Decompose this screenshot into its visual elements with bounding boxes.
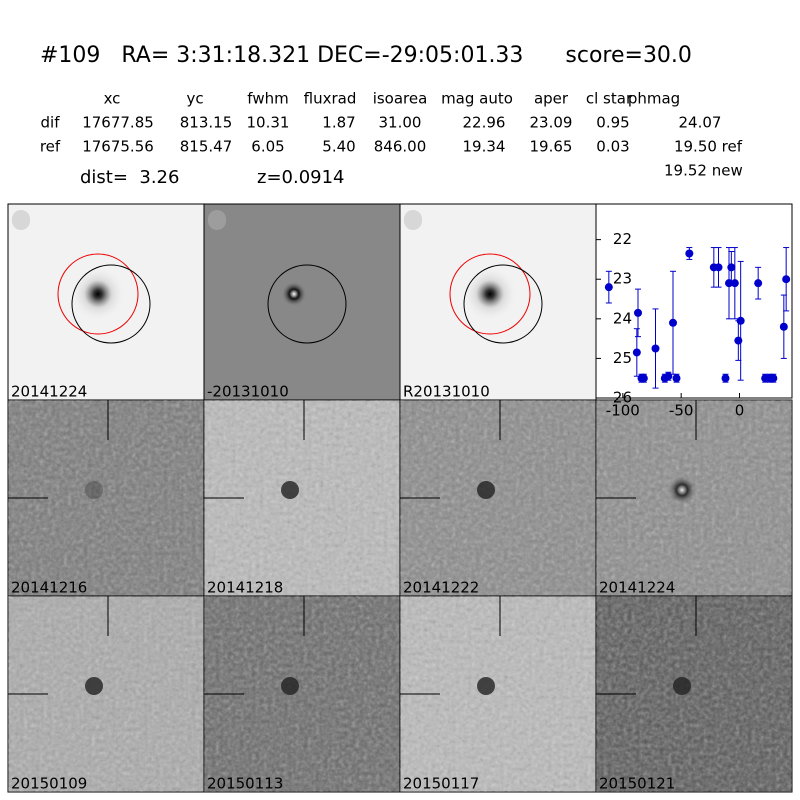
- data-point: [779, 322, 788, 331]
- data-point: [754, 279, 763, 288]
- table-cell: 813.15: [180, 114, 233, 132]
- panel-label: -20131010: [207, 383, 289, 401]
- panel-label: 20141216: [11, 579, 87, 597]
- column-header: fluxrad: [304, 90, 357, 108]
- new-mag: 19.52 new: [664, 162, 743, 180]
- source: [281, 677, 299, 695]
- y-tick-label: 22: [613, 230, 632, 248]
- data-point: [604, 283, 613, 292]
- table-cell: 815.47: [180, 138, 233, 156]
- y-tick-label: 24: [613, 309, 632, 327]
- corner-blob: [404, 210, 422, 230]
- data-point: [721, 374, 730, 383]
- y-tick-label: 25: [613, 349, 632, 367]
- x-tick-label: -100: [606, 402, 640, 420]
- data-point: [714, 263, 723, 272]
- table-cell: 22.96: [463, 114, 506, 132]
- table-cell: 24.07: [679, 114, 722, 132]
- panel-label: 20150109: [11, 775, 87, 793]
- data-point: [782, 275, 791, 284]
- data-point: [664, 372, 673, 381]
- source: [477, 677, 495, 695]
- redshift: z=0.0914: [257, 167, 345, 188]
- panel-label: 20150121: [599, 775, 675, 793]
- source: [462, 266, 518, 322]
- panel-label: 20150113: [207, 775, 283, 793]
- table-cell: 19.65: [530, 138, 573, 156]
- black-circle: [463, 264, 543, 344]
- corner-blob: [208, 210, 226, 230]
- table-cell: 19.50 ref: [674, 138, 743, 156]
- source: [282, 282, 306, 306]
- y-tick-label: 23: [613, 270, 632, 288]
- title: #109 RA= 3:31:18.321 DEC=-29:05:01.33 sc…: [40, 43, 692, 68]
- table-cell: 10.31: [247, 114, 290, 132]
- source: [477, 481, 495, 499]
- black-circle: [71, 264, 151, 344]
- red-circle: [449, 253, 531, 335]
- data-point: [632, 348, 641, 357]
- panel-label: 20141222: [403, 579, 479, 597]
- data-point: [651, 344, 660, 353]
- table-cell: 6.05: [251, 138, 284, 156]
- y-tick-label: 26: [613, 389, 632, 407]
- data-point: [685, 249, 694, 258]
- column-header: cl star: [586, 90, 633, 108]
- table-cell: 31.00: [379, 114, 422, 132]
- source: [281, 481, 299, 499]
- table-cell: 23.09: [530, 114, 573, 132]
- x-tick-label: 0: [735, 402, 745, 420]
- x-tick-label: -50: [669, 402, 694, 420]
- red-circle: [57, 253, 139, 335]
- plot-frame: [595, 203, 793, 399]
- table-cell: 17675.56: [82, 138, 154, 156]
- data-point: [669, 318, 677, 327]
- table-cell: 846.00: [374, 138, 427, 156]
- data-point: [727, 263, 736, 272]
- data-point: [634, 308, 642, 317]
- table-cell: 0.03: [596, 138, 629, 156]
- panel-label: 20141224: [11, 383, 87, 401]
- data-point: [639, 374, 648, 383]
- table-cell: ref: [40, 138, 61, 156]
- table-cell: 1.87: [322, 114, 355, 132]
- table-cell: 17677.85: [82, 114, 154, 132]
- black-circle: [267, 264, 347, 344]
- data-point: [736, 316, 745, 325]
- panel-label: 20150117: [403, 775, 479, 793]
- column-header: mag auto: [441, 90, 513, 108]
- column-header: aper: [534, 90, 569, 108]
- source: [673, 677, 691, 695]
- dist: dist= 3.26: [80, 167, 179, 188]
- column-header: isoarea: [373, 90, 428, 108]
- table-cell: 19.34: [463, 138, 506, 156]
- panel-label: R20131010: [403, 383, 490, 401]
- source: [70, 266, 126, 322]
- data-point: [730, 279, 739, 288]
- corner-blob: [12, 210, 30, 230]
- column-header: fwhm: [247, 90, 288, 108]
- table-cell: 5.40: [322, 138, 355, 156]
- data-point: [769, 374, 778, 383]
- source: [85, 677, 103, 695]
- source: [85, 481, 103, 499]
- panel-label: 20141224: [599, 579, 675, 597]
- table-cell: dif: [41, 114, 61, 132]
- data-point: [672, 374, 681, 383]
- table-cell: 0.95: [596, 114, 629, 132]
- column-header: xc: [104, 90, 121, 108]
- column-header: yc: [186, 90, 203, 108]
- panel-label: 20141218: [207, 579, 283, 597]
- column-header: phmag: [628, 90, 680, 108]
- source: [668, 476, 696, 504]
